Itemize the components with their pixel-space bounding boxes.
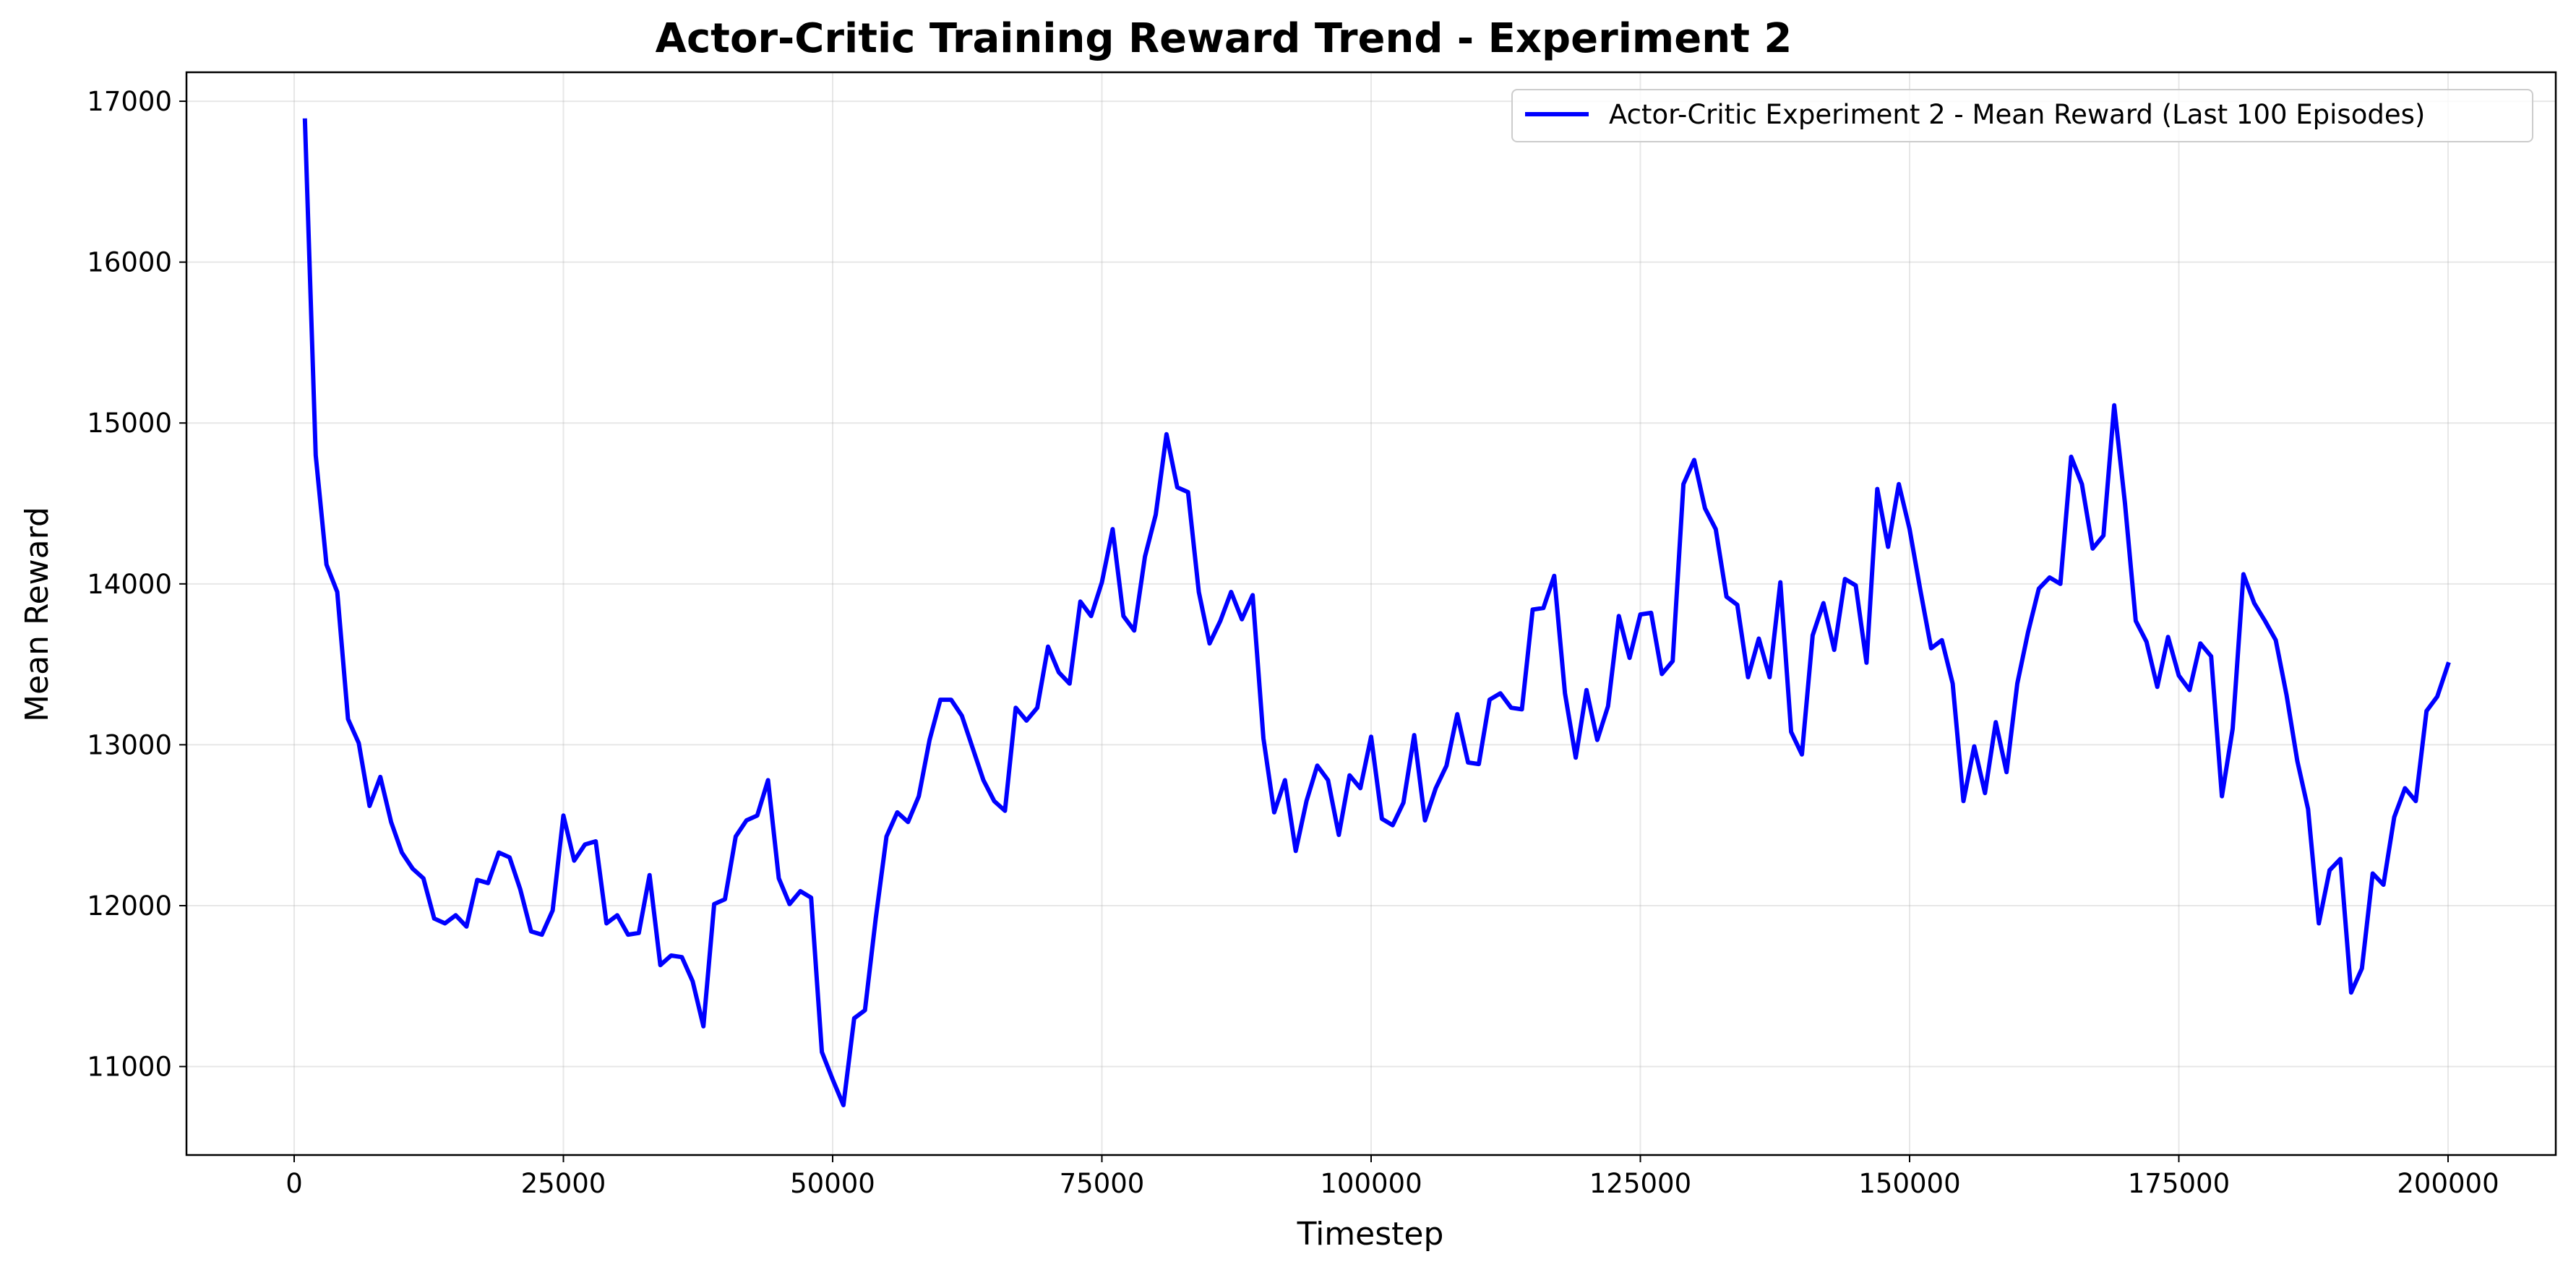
x-tick-label: 200000 (2397, 1168, 2499, 1199)
legend: Actor-Critic Experiment 2 - Mean Reward … (1511, 89, 2533, 142)
legend-label: Actor-Critic Experiment 2 - Mean Reward … (1609, 99, 2425, 130)
x-tick-label: 25000 (521, 1168, 606, 1199)
y-axis: 11000 12000 13000 14000 15000 16000 17000 (87, 86, 186, 1083)
x-axis: 0 25000 50000 75000 100000 125000 150000 175000… (285, 1155, 2499, 1199)
series-group (302, 118, 2451, 1107)
y-tick-label: 14000 (87, 569, 172, 600)
y-tick-label: 11000 (87, 1052, 172, 1083)
y-tick-label: 12000 (87, 890, 172, 922)
series-line-0 (302, 118, 2451, 1107)
x-tick-label: 100000 (1320, 1168, 1422, 1199)
x-tick-label: 75000 (1060, 1168, 1145, 1199)
x-tick-label: 50000 (790, 1168, 875, 1199)
y-tick-label: 16000 (87, 247, 172, 278)
y-axis-label: Mean Reward (19, 507, 56, 722)
x-axis-label: Timestep (1297, 1216, 1444, 1253)
chart-title: Actor-Critic Training Reward Trend - Exp… (656, 15, 1793, 62)
y-tick-label: 13000 (87, 729, 172, 760)
y-tick-label: 15000 (87, 408, 172, 439)
legend-box (1511, 89, 2533, 142)
x-tick-label: 0 (285, 1168, 303, 1199)
x-tick-label: 125000 (1589, 1168, 1691, 1199)
x-tick-label: 150000 (1858, 1168, 1960, 1199)
x-tick-label: 175000 (2128, 1168, 2230, 1199)
y-tick-label: 17000 (87, 86, 172, 117)
